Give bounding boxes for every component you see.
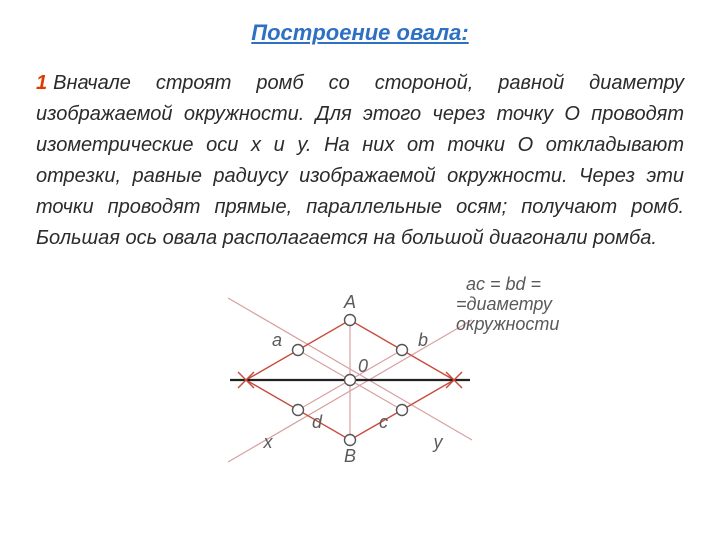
node-O — [345, 375, 356, 386]
node-c — [397, 405, 408, 416]
label-y: y — [432, 432, 444, 452]
label-d: d — [312, 412, 323, 432]
instruction-text: Вначале строят ромб со стороной, равной … — [36, 72, 684, 249]
node-d — [293, 405, 304, 416]
annotation-line3: окружности — [456, 314, 559, 334]
node-b — [397, 345, 408, 356]
label-O: 0 — [358, 356, 368, 376]
label-x: x — [263, 432, 274, 452]
annotation-line2: =диаметру — [456, 294, 553, 314]
instruction-paragraph: 1Вначале строят ромб со стороной, равной… — [36, 68, 684, 254]
label-B: B — [344, 446, 356, 466]
label-c: c — [379, 412, 388, 432]
step-number: 1 — [36, 72, 47, 94]
figure-container: A a b 0 d c B x y ac = bd = =диаметру ок… — [36, 260, 684, 490]
label-b: b — [418, 330, 428, 350]
page-title: Построение овала: — [36, 20, 684, 46]
annotation-line1: ac = bd = — [466, 274, 541, 294]
node-A — [345, 315, 356, 326]
node-B — [345, 435, 356, 446]
node-a — [293, 345, 304, 356]
label-a: a — [272, 330, 282, 350]
rhombus-diagram: A a b 0 d c B x y ac = bd = =диаметру ок… — [150, 260, 570, 490]
label-A: A — [343, 292, 356, 312]
